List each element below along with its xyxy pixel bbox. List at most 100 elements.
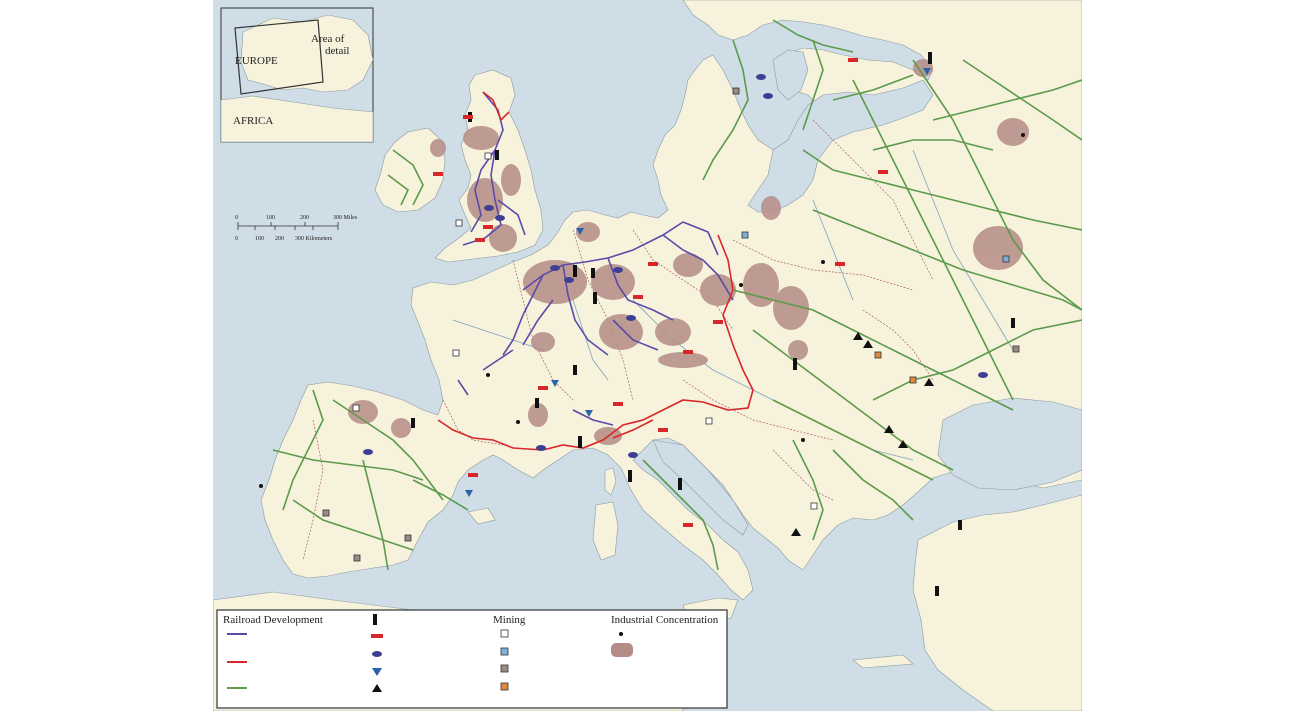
scale-km-200: 200 [275,236,284,242]
sardinia-land [592,501,619,561]
corsica-land [604,467,617,496]
textile-marker [484,205,494,211]
inset-area-of-detail-box [234,19,324,95]
iron-marker [683,523,693,527]
railroad-late-network [272,19,1082,571]
iron-marker [878,170,888,174]
triangle-marker [791,528,801,536]
coal-marker [573,365,577,375]
city-dot [821,260,825,264]
coal-marker [573,265,577,277]
coal-marker [678,478,682,490]
iron-marker [538,386,548,390]
mining-white-marker [484,152,492,160]
scale-miles-100: 100 [266,215,275,221]
iron-marker [483,225,493,229]
inset-africa-land [220,95,374,143]
industrial-area [700,274,736,306]
iron-marker [713,320,723,324]
mining-grey-marker [322,509,330,517]
chemical-marker [576,228,584,235]
chemical-marker [551,380,559,387]
industrial-area [997,118,1029,146]
triangle-marker [898,440,908,448]
city-dot [516,420,520,424]
city-dot [739,283,743,287]
scale-bar [237,222,339,230]
mining-grey-marker [1012,345,1020,353]
europe-industrial-map: Area of detail EUROPE AFRICA 0 100 200 3… [213,0,1082,711]
coal-marker [535,398,539,408]
legend-mining-blue [500,647,509,656]
black-sea [937,397,1082,491]
triangle-marker [863,340,873,348]
mining-grey-marker [732,87,740,95]
inset-europe-land [240,14,374,93]
industrial-area [489,224,517,252]
mining-white-marker [452,349,460,357]
legend-industry-title: Industrial Concentration [611,614,719,626]
scale-km-0: 0 [235,236,238,242]
inset-locator-map: Area of detail EUROPE AFRICA [220,7,374,143]
scale-labels: 0 100 200 300 Miles 0 100 200 300 Kilome… [235,215,358,242]
legend-iron-symbol [371,634,383,638]
industrial-area [523,260,587,304]
textile-marker [756,74,766,80]
iron-marker [683,350,693,354]
textile-marker [495,215,505,221]
legend-mining-white [500,629,509,638]
legend-mining-orange [500,682,509,691]
industrial-area [531,332,555,352]
mining-blue-marker [741,231,749,239]
mining-orange-marker [874,351,882,359]
iron-marker [648,262,658,266]
coal-marker [593,292,597,304]
mining-white-marker [455,219,463,227]
coal-marker [578,436,582,448]
baltic-sea [747,79,934,213]
coal-marker [928,52,932,64]
industrial-area [576,222,600,242]
legend-textile-symbol [372,651,382,657]
legend-coal-symbol [373,614,377,625]
anatolia-land [912,494,1082,711]
industrial-area [658,352,708,368]
legend-chemical-symbol [372,668,382,676]
scale-miles-300: 300 Miles [333,215,358,221]
industrial-area [673,253,703,277]
iron-marker [835,262,845,266]
coal-marker [1011,318,1015,328]
scale-miles-0: 0 [235,215,238,221]
industrial-area [391,418,411,438]
mining-white-marker [705,417,713,425]
railroad-mid-network [437,91,754,451]
iron-marker [475,238,485,242]
city-dot [486,373,490,377]
industrial-area [501,164,521,196]
legend-panel: Railroad Development Mining Industrial C… [216,609,728,709]
iron-marker [468,473,478,477]
inset-europe-label: EUROPE [235,55,278,67]
inset-area-label-line2: detail [325,45,349,57]
city-dot [259,484,263,488]
legend-mining-grey [500,664,509,673]
chemical-marker [923,68,931,75]
textile-marker [550,265,560,271]
industrial-area [773,286,809,330]
iron-marker [613,402,623,406]
scale-miles-200: 200 [300,215,309,221]
coal-marker [793,358,797,370]
iron-marker [633,295,643,299]
scale-km-100: 100 [255,236,264,242]
textile-marker [763,93,773,99]
other-industry-symbols [791,332,934,536]
industrial-area [761,196,781,220]
industrial-area [463,126,499,150]
industrial-area [973,226,1023,270]
mining-orange-marker [909,376,917,384]
textile-marker [536,445,546,451]
textile-marker [626,315,636,321]
textile-marker [628,452,638,458]
coal-marker [958,520,962,530]
mining-white-marker [810,502,818,510]
